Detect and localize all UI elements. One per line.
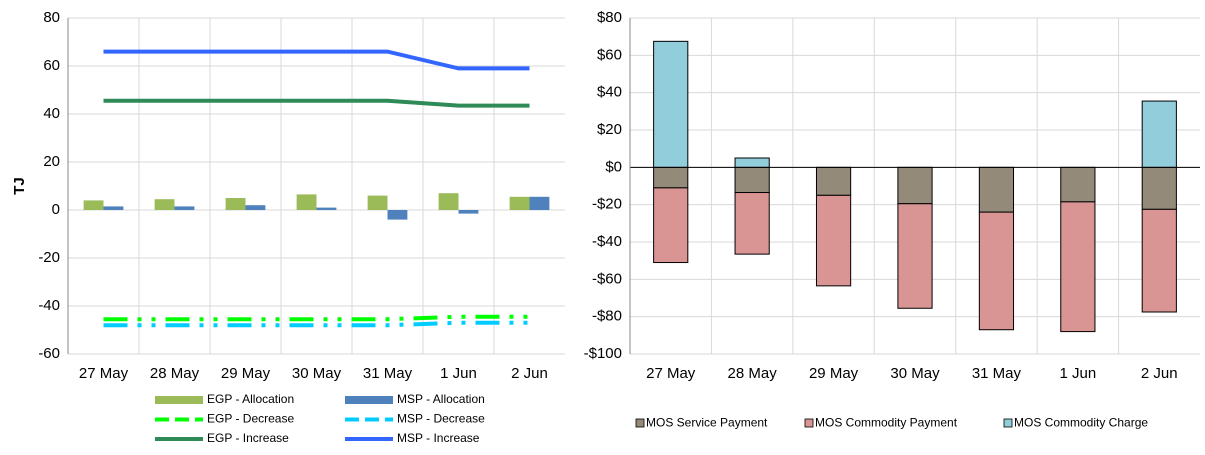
y-tick-label: 60 bbox=[43, 57, 60, 74]
bar-segment bbox=[815, 166, 852, 196]
x-tick-label: 28 May bbox=[150, 365, 200, 382]
bar-segment bbox=[897, 203, 933, 309]
bar bbox=[529, 196, 550, 210]
bar-segment bbox=[1141, 100, 1177, 168]
legend-label: MOS Service Payment bbox=[646, 416, 768, 430]
legend-label: EGP - Decrease bbox=[207, 412, 294, 426]
bar bbox=[245, 205, 266, 210]
x-tick-label: 31 May bbox=[972, 365, 1022, 382]
bar-segment bbox=[1141, 166, 1177, 210]
legend-label: MSP - Allocation bbox=[397, 392, 485, 406]
y-tick-label: -$60 bbox=[592, 270, 622, 287]
bar bbox=[438, 193, 459, 210]
y-tick-label: -$100 bbox=[584, 345, 622, 362]
line bbox=[103, 314, 530, 322]
legend-label: MOS Commodity Charge bbox=[1014, 416, 1148, 430]
legend-swatch bbox=[635, 418, 645, 428]
legend-label: MSP - Increase bbox=[397, 431, 480, 445]
bar bbox=[509, 196, 530, 210]
legend-label: MSP - Decrease bbox=[397, 412, 485, 426]
x-tick-label: 31 May bbox=[363, 365, 413, 382]
y-tick-label: -$20 bbox=[592, 196, 622, 213]
x-tick-label: 28 May bbox=[728, 365, 778, 382]
x-tick-label: 2 Jun bbox=[511, 365, 548, 382]
bar-segment bbox=[653, 166, 689, 189]
y-tick-label: $80 bbox=[597, 9, 622, 26]
bar-segment bbox=[734, 192, 770, 255]
y-tick-label: 40 bbox=[43, 105, 60, 122]
legend-swatch bbox=[345, 396, 393, 404]
bar bbox=[296, 194, 317, 210]
bar bbox=[174, 206, 195, 210]
y-tick-label: $20 bbox=[597, 121, 622, 138]
bar-segment bbox=[978, 211, 1015, 331]
x-tick-label: 27 May bbox=[646, 365, 696, 382]
legend-swatch bbox=[1003, 418, 1013, 428]
line bbox=[103, 98, 530, 108]
x-tick-label: 29 May bbox=[809, 365, 859, 382]
legend-label: EGP - Allocation bbox=[207, 392, 294, 406]
bar-segment bbox=[815, 194, 852, 287]
bar bbox=[225, 198, 246, 210]
x-tick-label: 27 May bbox=[79, 365, 129, 382]
x-tick-label: 1 Jun bbox=[1060, 365, 1097, 382]
y-tick-label: -$80 bbox=[592, 308, 622, 325]
y-tick-label: 80 bbox=[43, 9, 60, 26]
bar-segment bbox=[897, 166, 933, 205]
bar bbox=[154, 199, 175, 210]
x-tick-label: 29 May bbox=[221, 365, 271, 382]
y-tick-label: $60 bbox=[597, 46, 622, 63]
bar-segment bbox=[1060, 166, 1096, 203]
bar bbox=[458, 210, 479, 214]
bar bbox=[103, 206, 124, 210]
bar-segment bbox=[1060, 201, 1096, 333]
x-tick-label: 1 Jun bbox=[440, 365, 477, 382]
y-tick-label: 0 bbox=[52, 201, 60, 218]
y-tick-label: $0 bbox=[605, 158, 622, 175]
legend-swatch bbox=[155, 396, 203, 404]
bar-segment bbox=[978, 166, 1015, 213]
bar-segment bbox=[1141, 208, 1177, 313]
y-tick-label: -20 bbox=[38, 249, 60, 266]
bar-segment bbox=[653, 187, 689, 264]
bar bbox=[83, 200, 104, 210]
x-tick-label: 30 May bbox=[890, 365, 940, 382]
x-tick-label: 2 Jun bbox=[1141, 365, 1178, 382]
bar bbox=[367, 195, 388, 210]
y-tick-label: 20 bbox=[43, 153, 60, 170]
legend-label: MOS Commodity Payment bbox=[815, 416, 958, 430]
y-tick-label: -60 bbox=[38, 345, 60, 362]
y-axis-label: TJ bbox=[11, 177, 28, 195]
y-tick-label: -$40 bbox=[592, 233, 622, 250]
legend-label: EGP - Increase bbox=[207, 431, 289, 445]
bar-segment bbox=[653, 40, 689, 168]
line bbox=[103, 320, 530, 328]
bar-segment bbox=[734, 157, 770, 168]
y-tick-label: -40 bbox=[38, 297, 60, 314]
bar-segment bbox=[734, 166, 770, 194]
y-tick-label: $40 bbox=[597, 84, 622, 101]
legend-swatch bbox=[804, 418, 814, 428]
line bbox=[103, 49, 530, 71]
x-tick-label: 30 May bbox=[292, 365, 342, 382]
bar bbox=[316, 207, 337, 210]
bar bbox=[387, 210, 408, 220]
